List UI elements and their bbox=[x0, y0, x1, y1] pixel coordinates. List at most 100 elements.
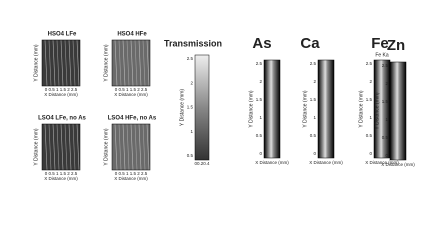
streak bbox=[130, 39, 134, 87]
y-tick-label: 2.5 bbox=[366, 61, 373, 66]
y-axis-label: Y Distance (mm) bbox=[358, 90, 364, 127]
y-tick-label: 2 bbox=[190, 80, 193, 85]
streak bbox=[118, 39, 122, 87]
y-tick-label: 0 bbox=[313, 151, 316, 156]
streak bbox=[142, 39, 146, 87]
panel-title: LSO4 HFe, no As bbox=[108, 116, 157, 122]
streak bbox=[122, 123, 126, 171]
y-tick-label: 0 bbox=[385, 153, 388, 158]
streak bbox=[126, 39, 130, 87]
streak bbox=[64, 123, 68, 171]
y-axis-label: Y Distance (mm) bbox=[179, 89, 185, 126]
image bbox=[390, 62, 406, 160]
y-tick-label: 0.5 bbox=[256, 133, 263, 138]
streak bbox=[114, 39, 118, 87]
y-tick-label: 1 bbox=[313, 115, 316, 120]
x-axis-label: X Distance (mm) bbox=[114, 176, 148, 181]
streak bbox=[76, 39, 80, 87]
x-axis-label: X Distance (mm) bbox=[44, 176, 78, 181]
streak bbox=[72, 39, 76, 87]
y-tick-label: 2.5 bbox=[382, 63, 389, 68]
frame bbox=[111, 39, 151, 87]
y-tick-label: 2 bbox=[385, 81, 388, 86]
streak bbox=[44, 39, 48, 87]
frame bbox=[263, 59, 281, 159]
streak bbox=[76, 123, 80, 171]
x-axis-label: X Distance (mm) bbox=[255, 160, 289, 165]
y-tick-label: 1.5 bbox=[187, 105, 194, 110]
y-axis-label: Y Distance (mm) bbox=[33, 128, 39, 165]
streak bbox=[138, 123, 142, 171]
y-axis-label: Y Distance (mm) bbox=[33, 44, 39, 81]
y-axis-label: Y Distance (mm) bbox=[374, 92, 380, 129]
streak bbox=[52, 39, 56, 87]
streak bbox=[118, 123, 122, 171]
x-axis-label: X Distance (mm) bbox=[381, 162, 415, 167]
y-tick-label: 0.5 bbox=[187, 153, 194, 158]
streak bbox=[60, 123, 64, 171]
y-tick-label: 0.5 bbox=[382, 135, 389, 140]
streak bbox=[48, 123, 52, 171]
streak bbox=[146, 123, 150, 171]
y-tick-label: 2 bbox=[369, 79, 372, 84]
frame bbox=[389, 61, 407, 161]
streak bbox=[44, 123, 48, 171]
y-tick-label: 0 bbox=[259, 151, 262, 156]
image bbox=[112, 124, 150, 170]
streak bbox=[56, 39, 60, 87]
x-axis-label: X Distance (mm) bbox=[114, 92, 148, 97]
x-tick-label: 0 0.5 1 1.5 2 2.5 bbox=[45, 87, 78, 92]
streak bbox=[134, 123, 138, 171]
panel-title: Zn bbox=[387, 37, 405, 54]
image bbox=[374, 60, 390, 158]
streak bbox=[138, 39, 142, 87]
streak bbox=[142, 123, 146, 171]
image bbox=[318, 60, 334, 158]
x-axis-label: X Distance (mm) bbox=[365, 160, 399, 165]
streak bbox=[134, 39, 138, 87]
streak bbox=[114, 123, 118, 171]
y-tick-label: 0.5 bbox=[366, 133, 373, 138]
frame bbox=[317, 59, 335, 159]
streak bbox=[64, 39, 68, 87]
streak bbox=[48, 39, 52, 87]
image bbox=[195, 55, 209, 160]
x-tick-label: 0 0.5 1 1.5 2 2.5 bbox=[115, 87, 148, 92]
x-tick-label: 00.20.4 bbox=[194, 161, 210, 166]
y-tick-label: 1 bbox=[385, 117, 388, 122]
panel-title: Transmission bbox=[164, 38, 222, 48]
y-tick-label: 2 bbox=[259, 79, 262, 84]
streak bbox=[122, 39, 126, 87]
streak bbox=[52, 123, 56, 171]
y-tick-label: 0 bbox=[369, 151, 372, 156]
y-tick-label: 1 bbox=[259, 115, 262, 120]
y-tick-label: 1 bbox=[369, 115, 372, 120]
x-axis-label: X Distance (mm) bbox=[44, 92, 78, 97]
streak bbox=[68, 123, 72, 171]
panel-title: As bbox=[252, 35, 271, 52]
x-tick-label: 0 0.5 1 1.5 2 2.5 bbox=[115, 171, 148, 176]
image bbox=[112, 40, 150, 86]
streak bbox=[126, 123, 130, 171]
image bbox=[42, 124, 80, 170]
panel-title: HSO4 HFe bbox=[117, 32, 147, 38]
streak bbox=[68, 39, 72, 87]
x-tick-label: 0 0.5 1 1.5 2 2.5 bbox=[45, 171, 78, 176]
y-tick-label: 2.5 bbox=[310, 61, 317, 66]
y-tick-label: 0.5 bbox=[310, 133, 317, 138]
frame bbox=[41, 123, 81, 171]
panel-title: Fe bbox=[371, 35, 389, 52]
y-tick-label: 1.5 bbox=[366, 97, 373, 102]
frame bbox=[111, 123, 151, 171]
streak bbox=[56, 123, 60, 171]
y-tick-label: 2.5 bbox=[187, 56, 194, 61]
y-tick-label: 2.5 bbox=[256, 61, 263, 66]
y-tick-label: 2 bbox=[313, 79, 316, 84]
y-tick-label: 1.5 bbox=[310, 97, 317, 102]
frame bbox=[41, 39, 81, 87]
y-tick-label: 1 bbox=[190, 129, 193, 134]
streak bbox=[146, 39, 150, 87]
y-axis-label: Y Distance (mm) bbox=[103, 128, 109, 165]
frame bbox=[194, 54, 210, 161]
streak bbox=[130, 123, 134, 171]
